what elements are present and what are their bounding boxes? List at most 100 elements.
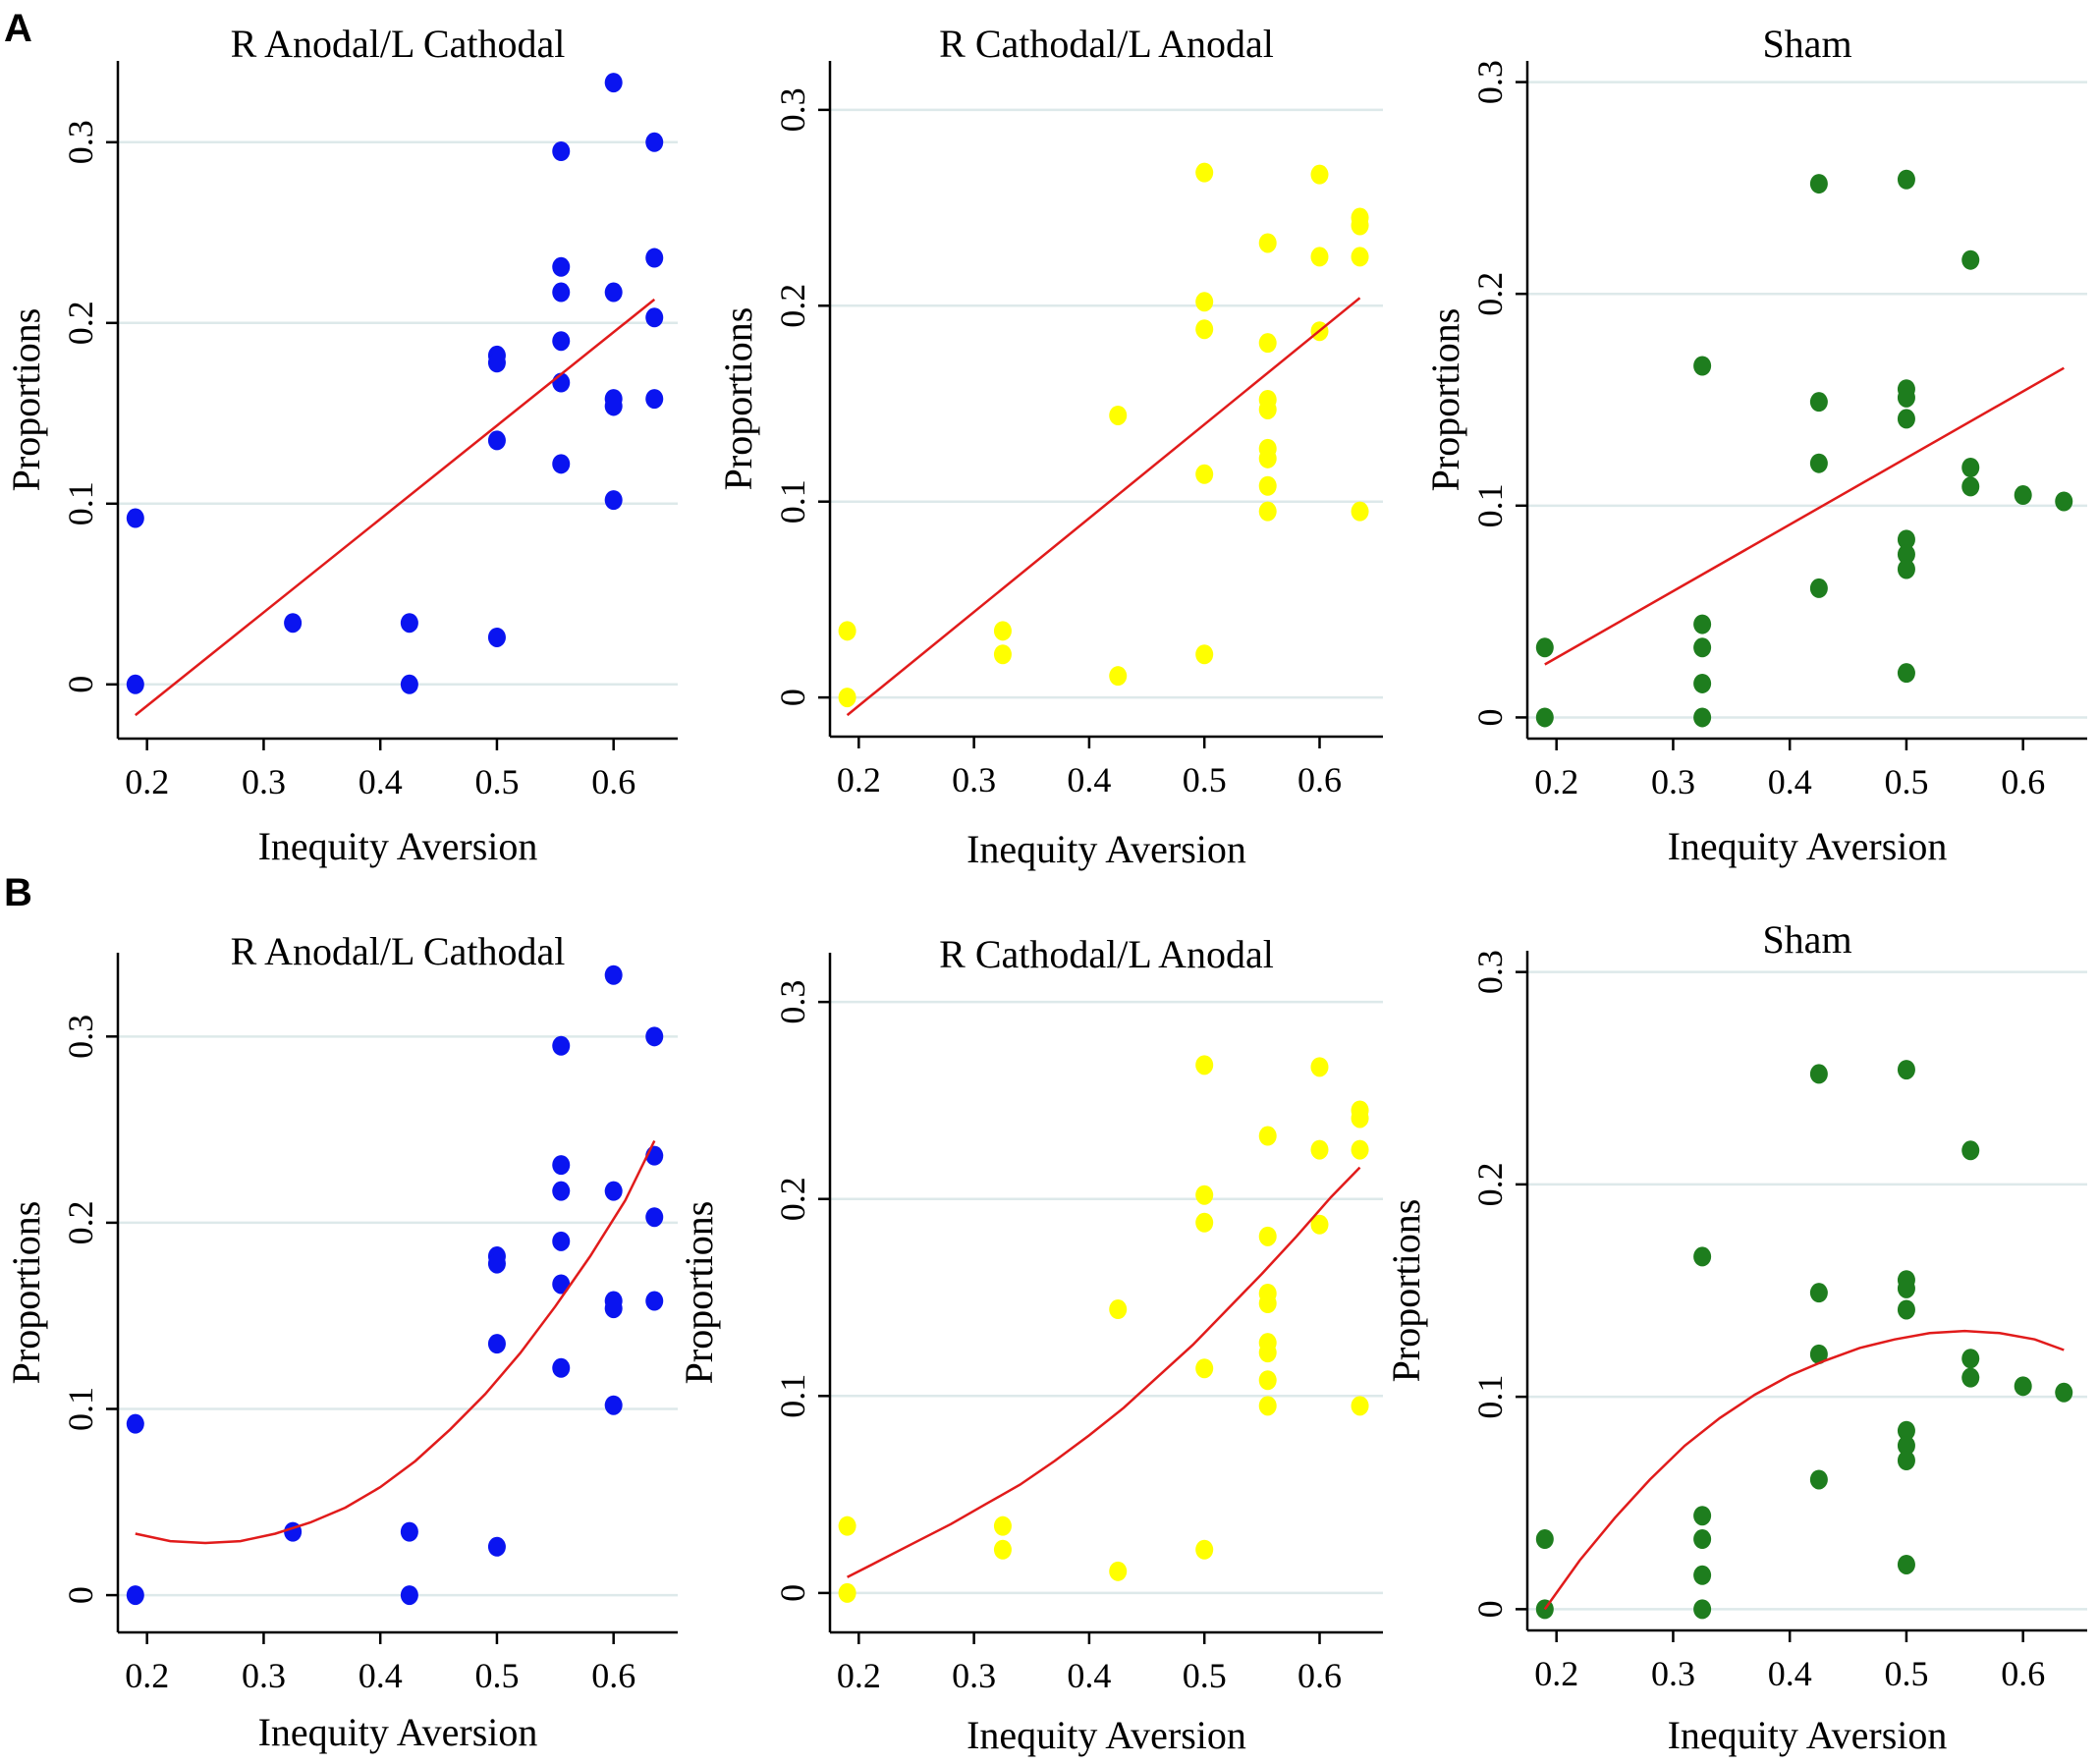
y-tick-label: 0.3	[773, 87, 812, 132]
chart-A3: 0.2 0.3 0.4 0.5 0.6 0 0.1 0.2 0.3 Sham Inequity Av…	[1423, 22, 2087, 868]
data-point	[1961, 1349, 1980, 1369]
data-point	[400, 674, 418, 694]
data-point	[1258, 399, 1277, 419]
data-point	[552, 1035, 571, 1056]
x-tick-label: 0.5	[474, 762, 519, 801]
chart-title: R Cathodal/L Anodal	[939, 932, 1274, 976]
data-point	[1961, 249, 1980, 270]
data-point	[552, 1274, 571, 1295]
x-tick-label: 0.4	[359, 1656, 403, 1695]
data-point	[1109, 1299, 1128, 1320]
data-point	[1258, 1396, 1277, 1416]
data-point	[552, 1231, 571, 1251]
y-axis-label: Proportions	[1384, 1199, 1428, 1383]
x-axis-label: Inequity Aversion	[1668, 824, 1948, 868]
data-point	[1258, 1226, 1277, 1246]
y-tick-label: 0.3	[61, 1015, 100, 1059]
data-point	[1693, 1506, 1712, 1526]
x-tick-label: 0.5	[1884, 1654, 1928, 1693]
y-tick-label: 0	[1470, 708, 1510, 726]
data-point	[1258, 1126, 1277, 1146]
data-point	[1809, 578, 1828, 598]
data-point	[1310, 1214, 1329, 1235]
data-point	[487, 627, 506, 647]
data-point	[1897, 1554, 1915, 1574]
x-tick-label: 0.3	[1651, 762, 1695, 801]
x-tick-label: 0.6	[1297, 1656, 1342, 1695]
y-axis-label: Proportions	[716, 307, 760, 491]
data-point	[1693, 673, 1712, 693]
data-point	[838, 621, 856, 641]
y-tick-label: 0.2	[61, 1200, 100, 1244]
data-point	[1897, 1435, 1915, 1456]
y-tick-label: 0.2	[773, 1177, 812, 1221]
data-point	[1693, 707, 1712, 728]
data-point	[1258, 333, 1277, 354]
x-axis-label: Inequity Aversion	[1668, 1713, 1948, 1757]
charts-container: 0.2 0.3 0.4 0.5 0.6 0 0.1 0.2 0.3 R Anodal/L Cath…	[4, 22, 2087, 1757]
data-point	[1195, 1185, 1214, 1205]
data-point	[1109, 666, 1128, 687]
data-point	[400, 613, 418, 634]
y-tick-label: 0.1	[61, 481, 100, 525]
data-point	[126, 1413, 144, 1434]
data-point	[552, 256, 571, 277]
y-tick-label: 0.2	[61, 301, 100, 345]
fit-line	[135, 1139, 656, 1545]
y-tick-label: 0.2	[1470, 1162, 1510, 1206]
y-axis-label: Proportions	[4, 1201, 48, 1385]
x-tick-label: 0.4	[359, 762, 403, 801]
y-tick-label: 0	[773, 689, 812, 706]
data-point	[1897, 559, 1915, 579]
data-point	[1351, 501, 1369, 522]
data-point	[126, 508, 144, 528]
data-point	[1693, 356, 1712, 376]
data-point	[2014, 1376, 2032, 1397]
fit-line	[1543, 1329, 2065, 1611]
data-point	[126, 674, 144, 694]
y-tick-label: 0	[1470, 1600, 1510, 1618]
x-tick-label: 0.6	[591, 1656, 635, 1695]
x-tick-label: 0.6	[2001, 1654, 2045, 1693]
y-axis-label: Proportions	[677, 1201, 721, 1385]
data-point	[1351, 247, 1369, 267]
y-tick-label: 0.2	[1470, 272, 1510, 316]
x-tick-label: 0.6	[1297, 760, 1342, 799]
data-point	[1809, 453, 1828, 473]
data-point	[400, 1585, 418, 1606]
fit-line	[135, 298, 656, 717]
data-point	[1809, 1283, 1828, 1303]
data-point	[1195, 1212, 1214, 1233]
data-point	[487, 1536, 506, 1557]
data-point	[645, 389, 664, 410]
data-point	[604, 490, 623, 511]
data-point	[400, 1521, 418, 1542]
data-point	[552, 141, 571, 161]
data-point	[1310, 1057, 1329, 1077]
chart-title: Sham	[1762, 917, 1851, 962]
data-point	[1897, 663, 1915, 684]
data-point	[552, 331, 571, 352]
chart-title: Sham	[1762, 22, 1851, 66]
x-tick-label: 0.2	[837, 1656, 881, 1695]
data-point	[552, 1357, 571, 1378]
data-point	[1310, 247, 1329, 267]
chart-title: R Cathodal/L Anodal	[939, 22, 1274, 66]
data-point	[1258, 233, 1277, 253]
data-point	[1195, 319, 1214, 340]
data-point	[645, 248, 664, 268]
x-tick-label: 0.2	[837, 760, 881, 799]
data-point	[1897, 1299, 1915, 1320]
chart-A1: 0.2 0.3 0.4 0.5 0.6 0 0.1 0.2 0.3 R Anodal/L Cath…	[4, 22, 678, 868]
y-tick-label: 0.1	[61, 1387, 100, 1431]
data-point	[1809, 392, 1828, 413]
data-point	[2055, 1382, 2073, 1403]
data-point	[1310, 1139, 1329, 1160]
y-tick-label: 0.3	[1470, 950, 1510, 994]
data-point	[1693, 1246, 1712, 1267]
data-point	[1897, 544, 1915, 565]
fit-line	[846, 297, 1361, 717]
data-point	[645, 1291, 664, 1311]
fit-line	[847, 1166, 1361, 1578]
